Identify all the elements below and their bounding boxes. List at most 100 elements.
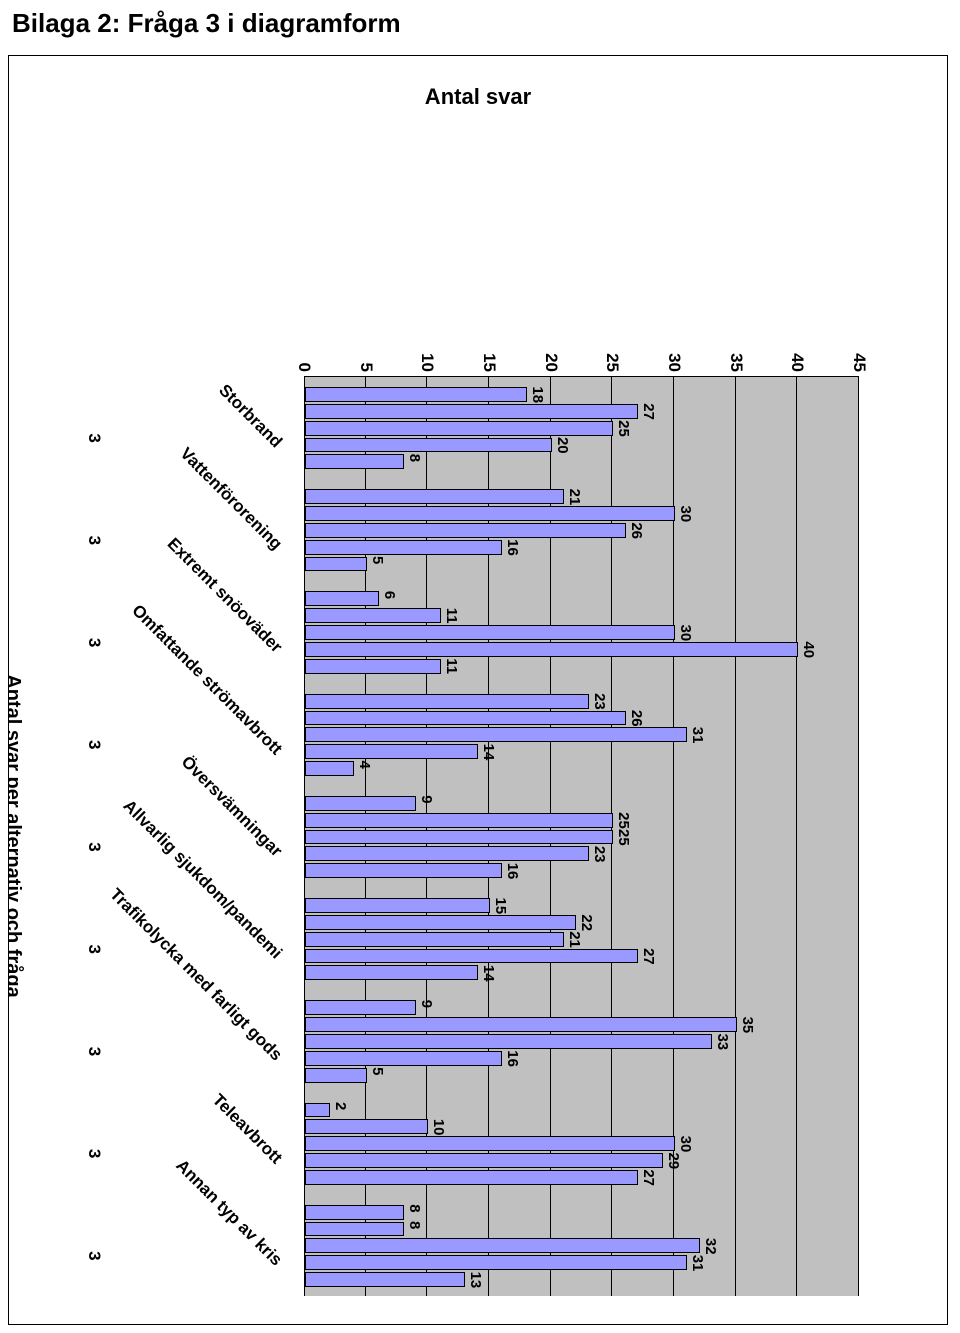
page-title: Bilaga 2: Fråga 3 i diagramform bbox=[0, 0, 960, 47]
bar bbox=[305, 898, 490, 913]
bar-value-label: 40 bbox=[800, 641, 817, 658]
bar bbox=[305, 506, 675, 521]
y-tick-label: 25 bbox=[602, 337, 622, 372]
bar bbox=[305, 625, 675, 640]
category-sublabel: 3 bbox=[84, 1149, 104, 1158]
bar bbox=[305, 421, 613, 436]
bar-value-label: 30 bbox=[677, 1136, 694, 1153]
bar bbox=[305, 1205, 404, 1220]
y-tick-label: 35 bbox=[726, 337, 746, 372]
bar bbox=[305, 438, 552, 453]
bar-value-label: 2 bbox=[332, 1102, 349, 1110]
bar bbox=[305, 1222, 404, 1237]
chart-container: Antal svar Antal svar per alternativ och… bbox=[8, 55, 948, 1325]
bar bbox=[305, 1170, 638, 1185]
y-tick-label: 45 bbox=[849, 337, 869, 372]
bar bbox=[305, 1034, 712, 1049]
bar bbox=[305, 761, 354, 776]
bar-value-label: 30 bbox=[677, 625, 694, 642]
bar-value-label: 31 bbox=[689, 727, 706, 744]
bar-value-label: 25 bbox=[615, 812, 632, 829]
bar bbox=[305, 659, 441, 674]
bar bbox=[305, 591, 379, 606]
gridline bbox=[858, 377, 859, 1296]
bar-value-label: 13 bbox=[467, 1272, 484, 1289]
bar bbox=[305, 404, 638, 419]
bar bbox=[305, 1017, 737, 1032]
bar-value-label: 31 bbox=[689, 1255, 706, 1272]
bar-value-label: 25 bbox=[615, 420, 632, 437]
bar bbox=[305, 694, 589, 709]
bar bbox=[305, 949, 638, 964]
bar-value-label: 8 bbox=[406, 1204, 423, 1212]
bar bbox=[305, 1153, 663, 1168]
bar-value-label: 9 bbox=[418, 1000, 435, 1008]
y-tick-label: 30 bbox=[664, 337, 684, 372]
category-label: Teleavbrott bbox=[102, 984, 286, 1168]
bar-value-label: 30 bbox=[677, 505, 694, 522]
bar bbox=[305, 608, 441, 623]
bar bbox=[305, 1103, 330, 1118]
bar-value-label: 21 bbox=[566, 931, 583, 948]
category-label: Extremt snöoväder bbox=[102, 473, 286, 657]
bar bbox=[305, 540, 502, 555]
bar-value-label: 15 bbox=[492, 898, 509, 915]
bar bbox=[305, 796, 416, 811]
category-label: Vattenförorening bbox=[102, 371, 286, 555]
bar-value-label: 35 bbox=[739, 1017, 756, 1034]
bar-value-label: 20 bbox=[554, 437, 571, 454]
category-sublabel: 3 bbox=[84, 638, 104, 647]
bar-value-label: 9 bbox=[418, 795, 435, 803]
category-sublabel: 3 bbox=[84, 740, 104, 749]
bar-value-label: 8 bbox=[406, 454, 423, 462]
bar-value-label: 27 bbox=[640, 403, 657, 420]
gridline bbox=[735, 377, 736, 1296]
bar-value-label: 11 bbox=[443, 658, 460, 674]
category-label: Storbrand bbox=[102, 268, 286, 452]
bar-value-label: 18 bbox=[529, 386, 546, 403]
bar bbox=[305, 727, 687, 742]
bar-value-label: 4 bbox=[356, 760, 373, 768]
bar bbox=[305, 454, 404, 469]
bar-value-label: 14 bbox=[480, 965, 497, 982]
bar bbox=[305, 557, 367, 572]
bar-value-label: 16 bbox=[504, 863, 521, 880]
bar-value-label: 16 bbox=[504, 539, 521, 556]
bar bbox=[305, 965, 478, 980]
category-label: Översvämningar bbox=[102, 677, 286, 861]
bar-value-label: 10 bbox=[430, 1119, 447, 1136]
bar bbox=[305, 846, 589, 861]
bar-value-label: 11 bbox=[443, 608, 460, 624]
bar-value-label: 16 bbox=[504, 1050, 521, 1067]
bar-value-label: 21 bbox=[566, 489, 583, 506]
bar-value-label: 27 bbox=[640, 948, 657, 965]
bar bbox=[305, 932, 564, 947]
bar bbox=[305, 1000, 416, 1015]
bar bbox=[305, 489, 564, 504]
y-tick-label: 5 bbox=[356, 337, 376, 372]
bar bbox=[305, 744, 478, 759]
bar-value-label: 23 bbox=[591, 693, 608, 710]
bar bbox=[305, 642, 798, 657]
bar-value-label: 5 bbox=[369, 556, 386, 564]
category-sublabel: 3 bbox=[84, 536, 104, 545]
bar-value-label: 8 bbox=[406, 1221, 423, 1229]
bar bbox=[305, 813, 613, 828]
gridline bbox=[796, 377, 797, 1296]
y-tick-label: 10 bbox=[417, 337, 437, 372]
y-tick-label: 40 bbox=[787, 337, 807, 372]
bar-value-label: 27 bbox=[640, 1169, 657, 1186]
bar-value-label: 26 bbox=[628, 522, 645, 539]
bar-value-label: 32 bbox=[702, 1238, 719, 1255]
category-sublabel: 3 bbox=[84, 1047, 104, 1056]
bar bbox=[305, 387, 527, 402]
y-tick-label: 15 bbox=[479, 337, 499, 372]
bar bbox=[305, 1272, 465, 1287]
category-sublabel: 3 bbox=[84, 944, 104, 953]
bar-value-label: 33 bbox=[714, 1033, 731, 1050]
bar bbox=[305, 1136, 675, 1151]
bar bbox=[305, 1068, 367, 1083]
bar bbox=[305, 915, 576, 930]
y-tick-label: 20 bbox=[541, 337, 561, 372]
bar bbox=[305, 830, 613, 845]
